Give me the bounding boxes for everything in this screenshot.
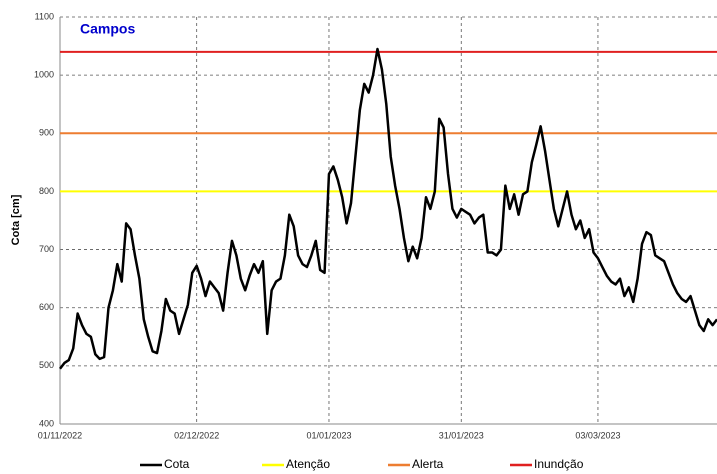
- y-tick-label: 1100: [35, 11, 54, 21]
- data-line: [59, 47, 717, 370]
- y-tick-label: 500: [39, 360, 54, 370]
- y-tick-label: 900: [39, 128, 54, 138]
- y-axis-label: Cota [cm]: [10, 194, 22, 245]
- y-tick-label: 1000: [34, 70, 54, 80]
- x-tick-label: 01/11/2022: [38, 430, 82, 440]
- legend-label: Alerta: [412, 457, 444, 471]
- legend-label: Cota: [164, 457, 190, 471]
- y-tick-label: 800: [39, 186, 54, 196]
- chart-title: Campos: [80, 21, 135, 37]
- legend-label: Atenção: [286, 457, 330, 471]
- y-tick-label: 400: [39, 418, 54, 428]
- y-tick-label: 600: [39, 302, 54, 312]
- y-tick-label: 700: [39, 244, 54, 254]
- x-tick-label: 31/01/2023: [439, 430, 484, 440]
- x-tick-label: 03/03/2023: [575, 430, 620, 440]
- x-tick-label: 01/01/2023: [306, 430, 351, 440]
- legend-label: Inundção: [534, 457, 584, 471]
- x-tick-label: 02/12/2022: [174, 430, 219, 440]
